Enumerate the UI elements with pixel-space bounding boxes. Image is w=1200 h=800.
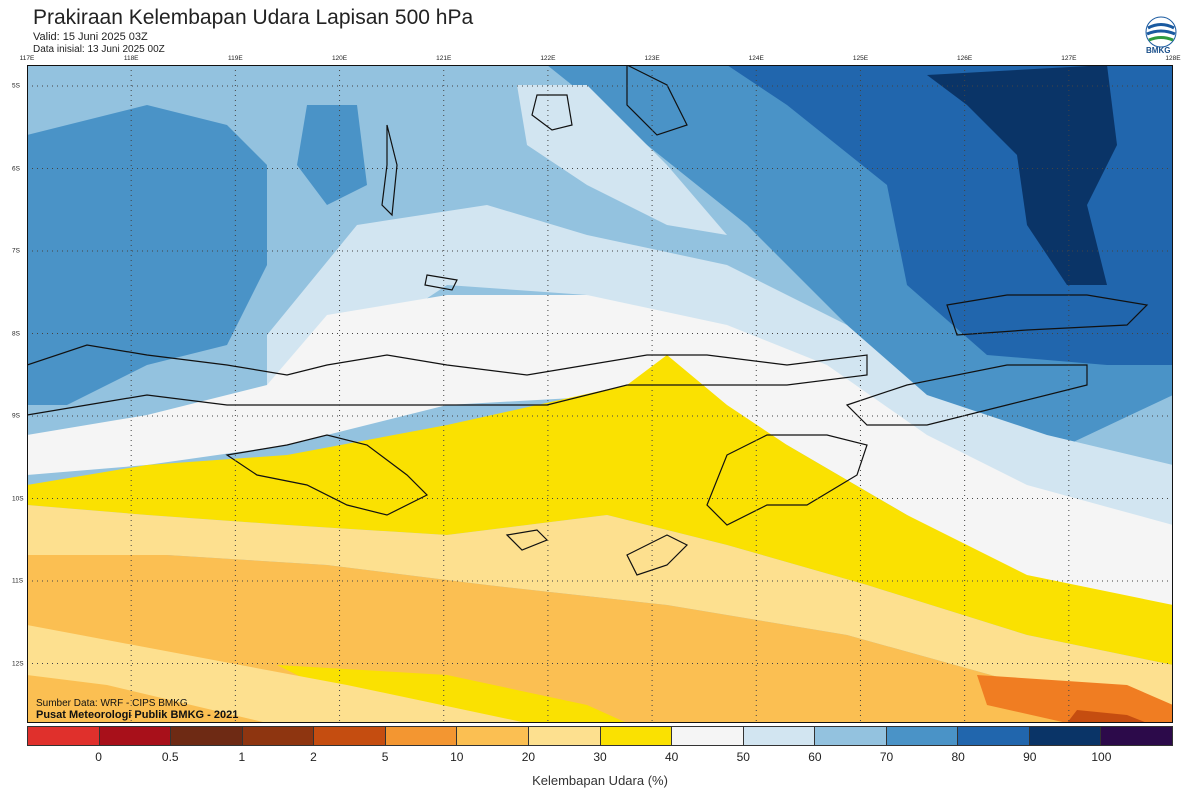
dark-orange-patch <box>977 675 1173 723</box>
colorbar-swatch <box>314 727 386 745</box>
colorbar-swatch <box>28 727 100 745</box>
colorbar-tick: 90 <box>1023 750 1037 764</box>
lat-label: 7S <box>12 247 20 255</box>
lon-label: 123E <box>644 55 660 62</box>
colorbar-tick: 60 <box>808 750 822 764</box>
init-time: Data inisial: 13 Juni 2025 00Z <box>33 44 165 55</box>
light-orange-band <box>27 505 1173 705</box>
colorbar-swatch <box>528 727 601 745</box>
colorbar-tick: 50 <box>736 750 750 764</box>
light-orange-strip-south <box>27 625 527 723</box>
lon-label: 126E <box>957 55 973 62</box>
colorbar-tick: 5 <box>381 750 389 764</box>
darker-orange-patch <box>1067 710 1147 723</box>
lon-label: 118E <box>123 55 139 62</box>
lat-label: 5S <box>12 82 20 90</box>
colorbar-swatch <box>672 727 744 745</box>
nw-blue-region-2 <box>297 105 367 205</box>
colorbar-swatch <box>242 727 315 745</box>
logo-label: BMKG <box>1146 46 1171 55</box>
colorbar-tick: 0 <box>95 750 102 764</box>
map-grid <box>27 65 1173 723</box>
colorbar-tick: 10 <box>450 750 464 764</box>
coastlines <box>27 65 1149 576</box>
map-title: Prakiraan Kelembapan Udara Lapisan 500 h… <box>33 6 474 29</box>
lat-label: 9S <box>12 412 20 420</box>
colorbar-swatch <box>958 727 1030 745</box>
nw-blue-region <box>27 105 267 405</box>
yellow-strip-south <box>277 665 627 723</box>
yellow-band <box>27 355 1173 665</box>
navy-region <box>927 65 1117 285</box>
colorbar-swatch <box>171 727 243 745</box>
lat-label: 11S <box>12 577 24 585</box>
colorbar-swatch <box>600 727 673 745</box>
colorbar-swatch <box>1101 727 1172 745</box>
colorbar-swatch <box>1029 727 1102 745</box>
colorbar-swatch <box>99 727 172 745</box>
colorbar-tick: 1 <box>238 750 246 764</box>
colorbar-tick: 40 <box>664 750 679 764</box>
lon-label: 124E <box>748 55 764 62</box>
lon-label: 120E <box>331 55 348 62</box>
colorbar-tick: 100 <box>1091 750 1112 764</box>
colorbar-swatch <box>886 727 959 745</box>
publisher: Pusat Meteorologi Publik BMKG - 2021 <box>36 709 239 721</box>
lat-label: 8S <box>12 330 20 337</box>
data-source: Sumber Data: WRF - CIPS BMKG <box>36 698 188 709</box>
colorbar-swatch <box>815 727 887 745</box>
colorbar-tick: 80 <box>951 750 965 764</box>
white-band <box>27 295 1173 625</box>
colorbar-label: Kelembapan Udara (%) <box>532 773 668 788</box>
pale-blue-upper <box>517 85 727 235</box>
colorbar-swatch <box>385 727 458 745</box>
colorbar-tick: 0.5 <box>161 750 179 764</box>
lon-label: 117E <box>19 55 35 62</box>
colorbar-tick: 20 <box>521 750 536 764</box>
colorbar-tick: 2 <box>310 750 317 764</box>
colorbar <box>27 726 1173 746</box>
lat-label: 10S <box>12 495 24 502</box>
lon-label: 125E <box>852 55 869 62</box>
lat-label: 12S <box>12 660 24 667</box>
lon-label: 122E <box>540 55 556 62</box>
valid-time: Valid: 15 Juni 2025 03Z <box>33 31 148 43</box>
humidity-map <box>27 65 1173 723</box>
colorbar-swatch <box>457 727 529 745</box>
colorbar-tick: 70 <box>879 750 894 764</box>
bmkg-logo-icon <box>1145 16 1177 48</box>
lon-label: 127E <box>1061 55 1077 62</box>
colorbar-tick: 30 <box>593 750 607 764</box>
lat-label: 6S <box>12 165 20 172</box>
lon-label: 128E <box>1165 55 1181 62</box>
colorbar-swatch <box>743 727 816 745</box>
lon-label: 121E <box>436 55 452 62</box>
lon-label: 119E <box>228 55 243 62</box>
